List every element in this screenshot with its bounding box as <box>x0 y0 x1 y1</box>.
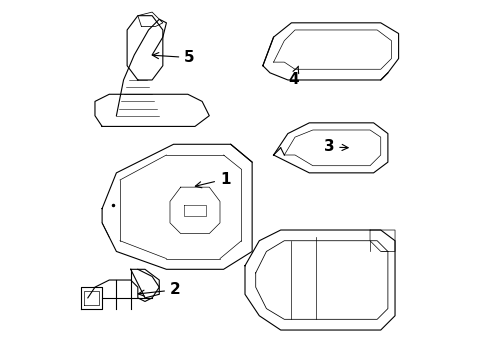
Text: 1: 1 <box>196 172 230 188</box>
Text: 4: 4 <box>288 66 299 86</box>
Text: 5: 5 <box>152 50 195 65</box>
Text: 2: 2 <box>138 282 181 297</box>
Text: 3: 3 <box>323 139 348 154</box>
